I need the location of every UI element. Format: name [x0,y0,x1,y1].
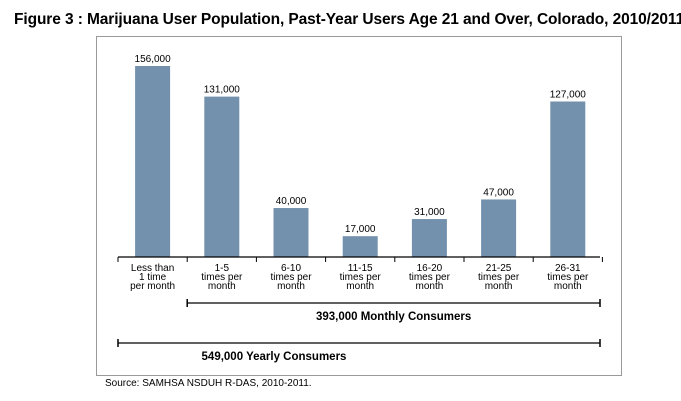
category-label: Less than 1 time per month [130,263,175,292]
figure-title: Figure 3 : Marijuana User Population, Pa… [14,11,681,28]
category-label: 26-31 times per month [547,263,589,292]
chart-frame [96,36,622,376]
source-note: Source: SAMHSA NSDUH R-DAS, 2010-2011. [105,378,312,389]
value-label: 156,000 [135,54,172,65]
bars-layer [135,66,586,257]
bar [550,101,586,257]
category-label: 16-20 times per month [409,263,451,292]
bar [411,219,447,257]
category-labels-layer: Less than 1 time per month 1-5 times per mont… [117,256,603,292]
value-label: 127,000 [550,90,587,101]
value-label: 47,000 [483,187,514,198]
value-label: 31,000 [414,207,445,218]
category-label: 6-10 times per month [270,263,312,292]
bar [342,236,378,257]
value-labels-layer: 156,000 131,000 40,000 17,000 31,000 47,000 12… [135,54,587,235]
bar [135,66,171,257]
value-label: 131,000 [204,85,241,96]
category-label: 21-25 times per month [478,263,520,292]
annotation-label: 393,000 Monthly Consumers [316,311,471,323]
bar [481,199,517,257]
annotation-brackets-layer: 393,000 Monthly Consumers 549,000 Yearly … [117,299,601,363]
value-label: 17,000 [345,224,376,235]
value-label: 40,000 [276,196,307,207]
category-label: 1-5 times per month [201,263,243,292]
annotation-label: 549,000 Yearly Consumers [202,351,347,363]
category-label: 11-15 times per month [340,263,382,292]
bar [273,208,309,257]
bar [204,96,240,257]
